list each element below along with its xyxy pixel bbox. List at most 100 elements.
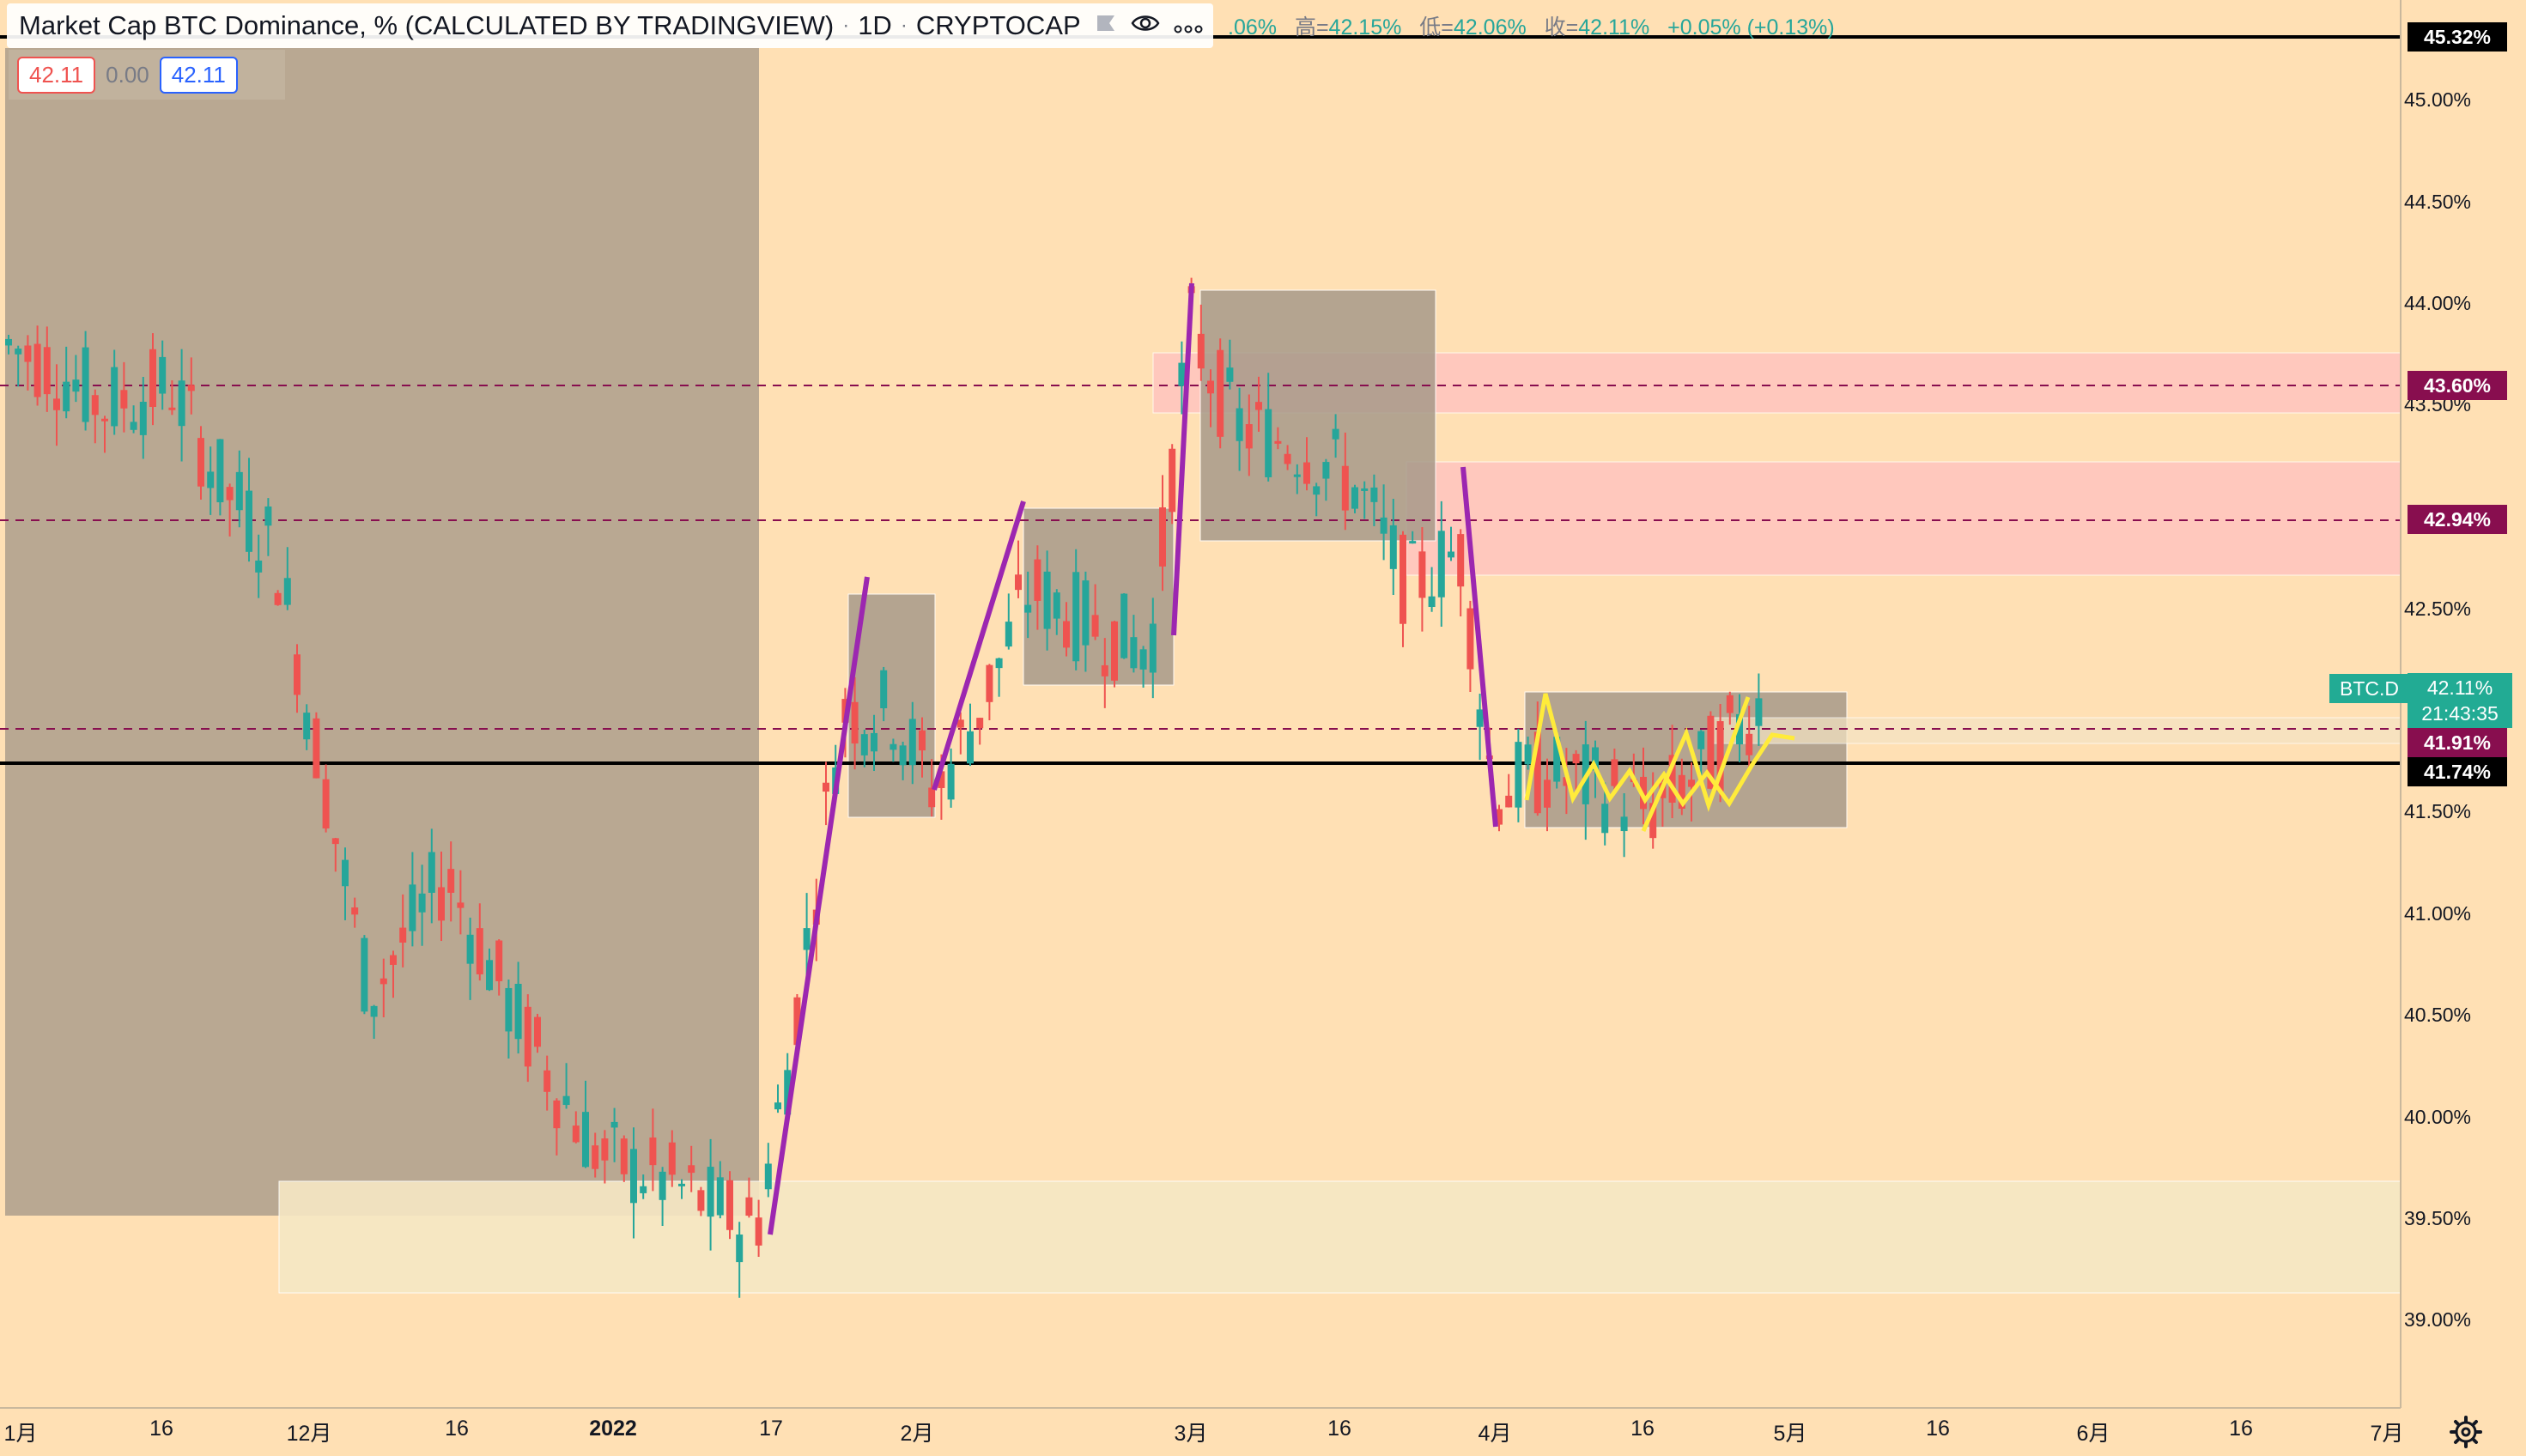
candle-body [659,1171,666,1200]
trend-line [1171,282,1194,636]
candle-body [1265,409,1272,477]
candle-body [1101,664,1108,676]
candle-body [1746,733,1753,755]
candle-body [543,1070,551,1092]
candle-body [1716,721,1724,792]
candle-body [908,719,916,766]
candle-body [1755,698,1763,726]
candle-body [514,983,522,1040]
candle-body [33,343,41,397]
candle-body [1457,534,1465,587]
candle-body [774,1102,781,1110]
candle-body [620,1138,628,1174]
candle-body [1668,755,1676,803]
candle-body [505,987,513,1032]
last-price-value: 42.11% [2426,676,2493,699]
candle-body [1736,713,1743,745]
legend-interval[interactable]: 1D [858,10,892,40]
candle-body [1553,737,1561,782]
time-label: 16 [445,1417,469,1441]
candle-body [130,422,137,430]
price-label: 42.50% [2404,598,2472,620]
buy-price-chip[interactable]: 42.11 [159,56,238,94]
resistance-zone [1406,461,2402,576]
candle-body [649,1138,657,1166]
flag-icon[interactable] [1095,10,1117,41]
candle-body [1620,816,1628,832]
price-tag-41-74[interactable]: 41.74% [2408,757,2507,786]
candle-body [534,1016,541,1047]
candle-body [1370,487,1378,502]
time-label: 16 [1327,1417,1351,1441]
candle-body [1592,747,1599,771]
candle-body [716,1177,724,1216]
trend-line [932,500,1026,791]
candle-body [899,745,907,766]
time-label: 12月 [286,1422,332,1446]
candle-body [331,838,339,845]
time-label: 6月 [2076,1422,2110,1446]
candle-body [1005,622,1012,647]
candle-body [101,418,108,422]
candle-body [197,438,204,487]
price-tag-43-60[interactable]: 43.60% [2408,371,2507,400]
candle-body [1380,517,1387,534]
candle-body [764,1163,772,1190]
candle-body [851,701,859,744]
more-icon[interactable] [1174,10,1203,41]
candle-body [1015,574,1022,591]
candle-body [976,718,984,729]
price-tag-42-94[interactable]: 42.94% [2408,505,2507,534]
eye-icon[interactable] [1131,10,1160,41]
minor-zone [1708,717,2402,744]
candle-body [1515,742,1522,808]
ohlc-high: 42.15% [1328,15,1402,39]
candle-body [5,338,12,346]
candle-body [995,658,1003,669]
range-box [847,593,936,818]
candle-body [139,401,147,435]
candle-body [601,1138,609,1161]
candle-body [399,927,407,943]
candle-body [1024,604,1032,613]
price-tag-41-91[interactable]: 41.91% [2408,728,2507,757]
price-label: 44.50% [2404,191,2472,213]
candle-body [1409,541,1417,544]
candle-body [610,1121,618,1128]
candle-body [255,560,263,573]
candle-body [303,713,311,740]
candle-body [640,1186,647,1193]
candle-body [938,771,945,788]
candle-body [283,578,291,605]
candle-body [178,380,185,427]
candle-body [1341,465,1349,511]
candle-body [1072,572,1080,662]
symbol-legend[interactable]: Market Cap BTC Dominance, % (CALCULATED … [7,3,1213,48]
candle-body [1043,571,1051,629]
wave-pattern-line [1524,693,1795,808]
candle-body [428,852,435,893]
price-tag-45-32[interactable]: 45.32% [2408,22,2507,52]
sell-price-chip[interactable]: 42.11 [17,56,96,94]
candle-body [871,732,877,752]
candle-body [1303,462,1310,484]
trade-value-chips: 42.11 0.00 42.11 [9,50,285,100]
candle-body [1476,709,1484,727]
price-label: 40.50% [2404,1004,2472,1026]
bar-countdown: 21:43:35 [2421,702,2499,725]
settings-gear-icon[interactable] [2449,1415,2483,1449]
time-label-year: 2022 [589,1417,637,1441]
candle-body [592,1145,599,1169]
trend-line [1460,466,1498,828]
candle-body [1448,551,1454,558]
candle-body [447,869,455,893]
candle-body [1389,525,1397,569]
candle-body [63,381,70,412]
candle-body [120,390,128,409]
candle-body [91,395,99,416]
candle-body [707,1167,714,1217]
candle-body [1437,531,1445,598]
candle-body [572,1125,580,1143]
